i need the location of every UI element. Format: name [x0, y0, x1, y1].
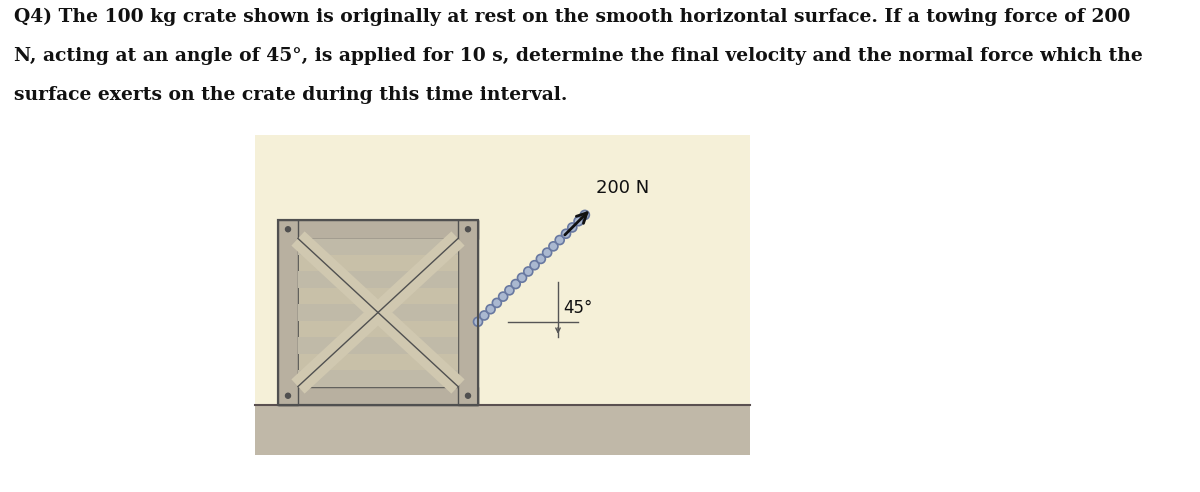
Circle shape: [581, 211, 589, 219]
Bar: [278, 220, 478, 405]
Circle shape: [517, 273, 527, 282]
Circle shape: [286, 227, 290, 232]
Circle shape: [511, 279, 521, 288]
Text: N, acting at an angle of 45°, is applied for 10 s, determine the final velocity : N, acting at an angle of 45°, is applied…: [14, 47, 1144, 65]
Bar: [298, 239, 458, 255]
Circle shape: [486, 305, 496, 314]
Bar: [458, 220, 478, 405]
Bar: [256, 135, 750, 455]
Bar: [278, 220, 478, 405]
Text: Q4) The 100 kg crate shown is originally at rest on the smooth horizontal surfac: Q4) The 100 kg crate shown is originally…: [14, 8, 1130, 26]
Circle shape: [530, 261, 539, 270]
Text: 200 N: 200 N: [596, 179, 649, 197]
Circle shape: [542, 248, 552, 257]
Text: 45°: 45°: [563, 299, 593, 317]
Bar: [298, 239, 458, 387]
Circle shape: [568, 223, 577, 232]
Circle shape: [574, 216, 583, 226]
Circle shape: [562, 229, 570, 238]
Circle shape: [505, 286, 514, 295]
Circle shape: [286, 393, 290, 398]
Bar: [298, 272, 458, 288]
Circle shape: [466, 393, 470, 398]
Circle shape: [480, 311, 488, 320]
Bar: [278, 387, 478, 405]
Circle shape: [499, 292, 508, 301]
Bar: [298, 337, 458, 354]
Text: surface exerts on the crate during this time interval.: surface exerts on the crate during this …: [14, 86, 568, 104]
Circle shape: [556, 236, 564, 245]
Bar: [278, 220, 298, 405]
Circle shape: [466, 227, 470, 232]
Bar: [278, 220, 478, 239]
Circle shape: [523, 267, 533, 276]
Circle shape: [536, 254, 545, 263]
Bar: [256, 405, 750, 455]
Bar: [298, 370, 458, 387]
Bar: [298, 304, 458, 321]
Circle shape: [548, 242, 558, 251]
Circle shape: [492, 298, 502, 308]
Circle shape: [474, 317, 482, 326]
